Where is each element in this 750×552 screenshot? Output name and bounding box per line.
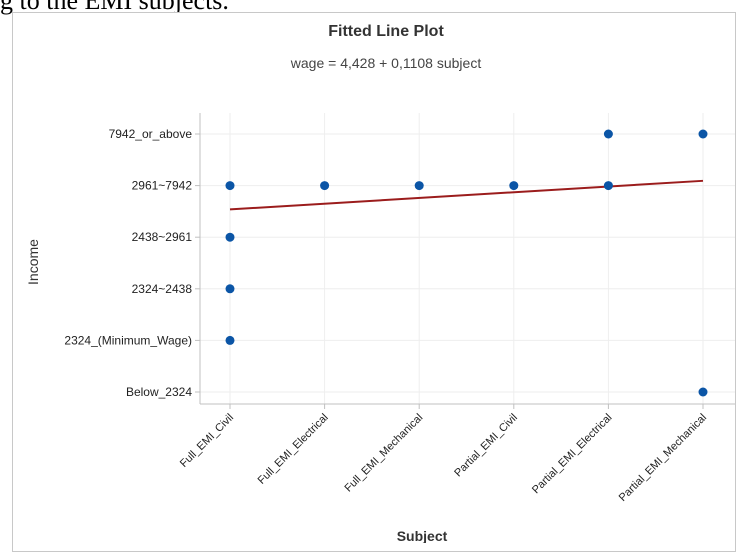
axis-layer <box>199 113 735 405</box>
data-point <box>698 129 708 139</box>
x-tick-labels: Full_EMI_Civil Full_EMI_Electrical Full_EM… <box>178 404 709 504</box>
data-point <box>603 129 613 139</box>
y-tick-labels: Below_2324 2324_(Minimum_Wage) 2324~2438 24… <box>64 127 200 399</box>
grid-layer <box>200 113 735 404</box>
y-tick-label: 2438~2961 <box>132 230 193 244</box>
x-tick-label: Partial_EMI_Electrical <box>530 412 615 497</box>
data-point <box>225 335 235 345</box>
x-tick-label: Full_EMI_Mechanical <box>342 412 425 495</box>
data-point <box>698 387 708 397</box>
x-tick-label: Full_EMI_Civil <box>178 412 236 470</box>
chart-subtitle: wage = 4,428 + 0,1108 subject <box>290 55 482 71</box>
y-tick-label: 2961~7942 <box>132 179 193 193</box>
data-points <box>225 129 708 397</box>
page-caption: g to the EMI subjects. <box>0 0 229 15</box>
data-point <box>509 181 519 191</box>
fit-line <box>229 179 704 211</box>
data-point <box>225 181 235 191</box>
x-tick-label: Full_EMI_Electrical <box>256 412 331 487</box>
chart-frame <box>12 12 736 552</box>
data-point <box>225 284 235 294</box>
chart-title: Fitted Line Plot <box>328 23 444 40</box>
data-point <box>414 181 424 191</box>
y-tick-label: 7942_or_above <box>109 127 193 141</box>
x-tick-label: Partial_EMI_Mechanical <box>617 412 709 504</box>
y-tick-label: Below_2324 <box>126 385 192 399</box>
y-tick-label: 2324_(Minimum_Wage) <box>64 333 192 347</box>
data-point <box>225 232 235 242</box>
y-tick-label: 2324~2438 <box>132 282 193 296</box>
x-tick-label: Partial_EMI_Civil <box>452 412 520 480</box>
data-point <box>320 181 330 191</box>
y-axis-title: Income <box>25 239 41 285</box>
data-point <box>603 181 613 191</box>
x-axis-title: Subject <box>397 528 448 543</box>
